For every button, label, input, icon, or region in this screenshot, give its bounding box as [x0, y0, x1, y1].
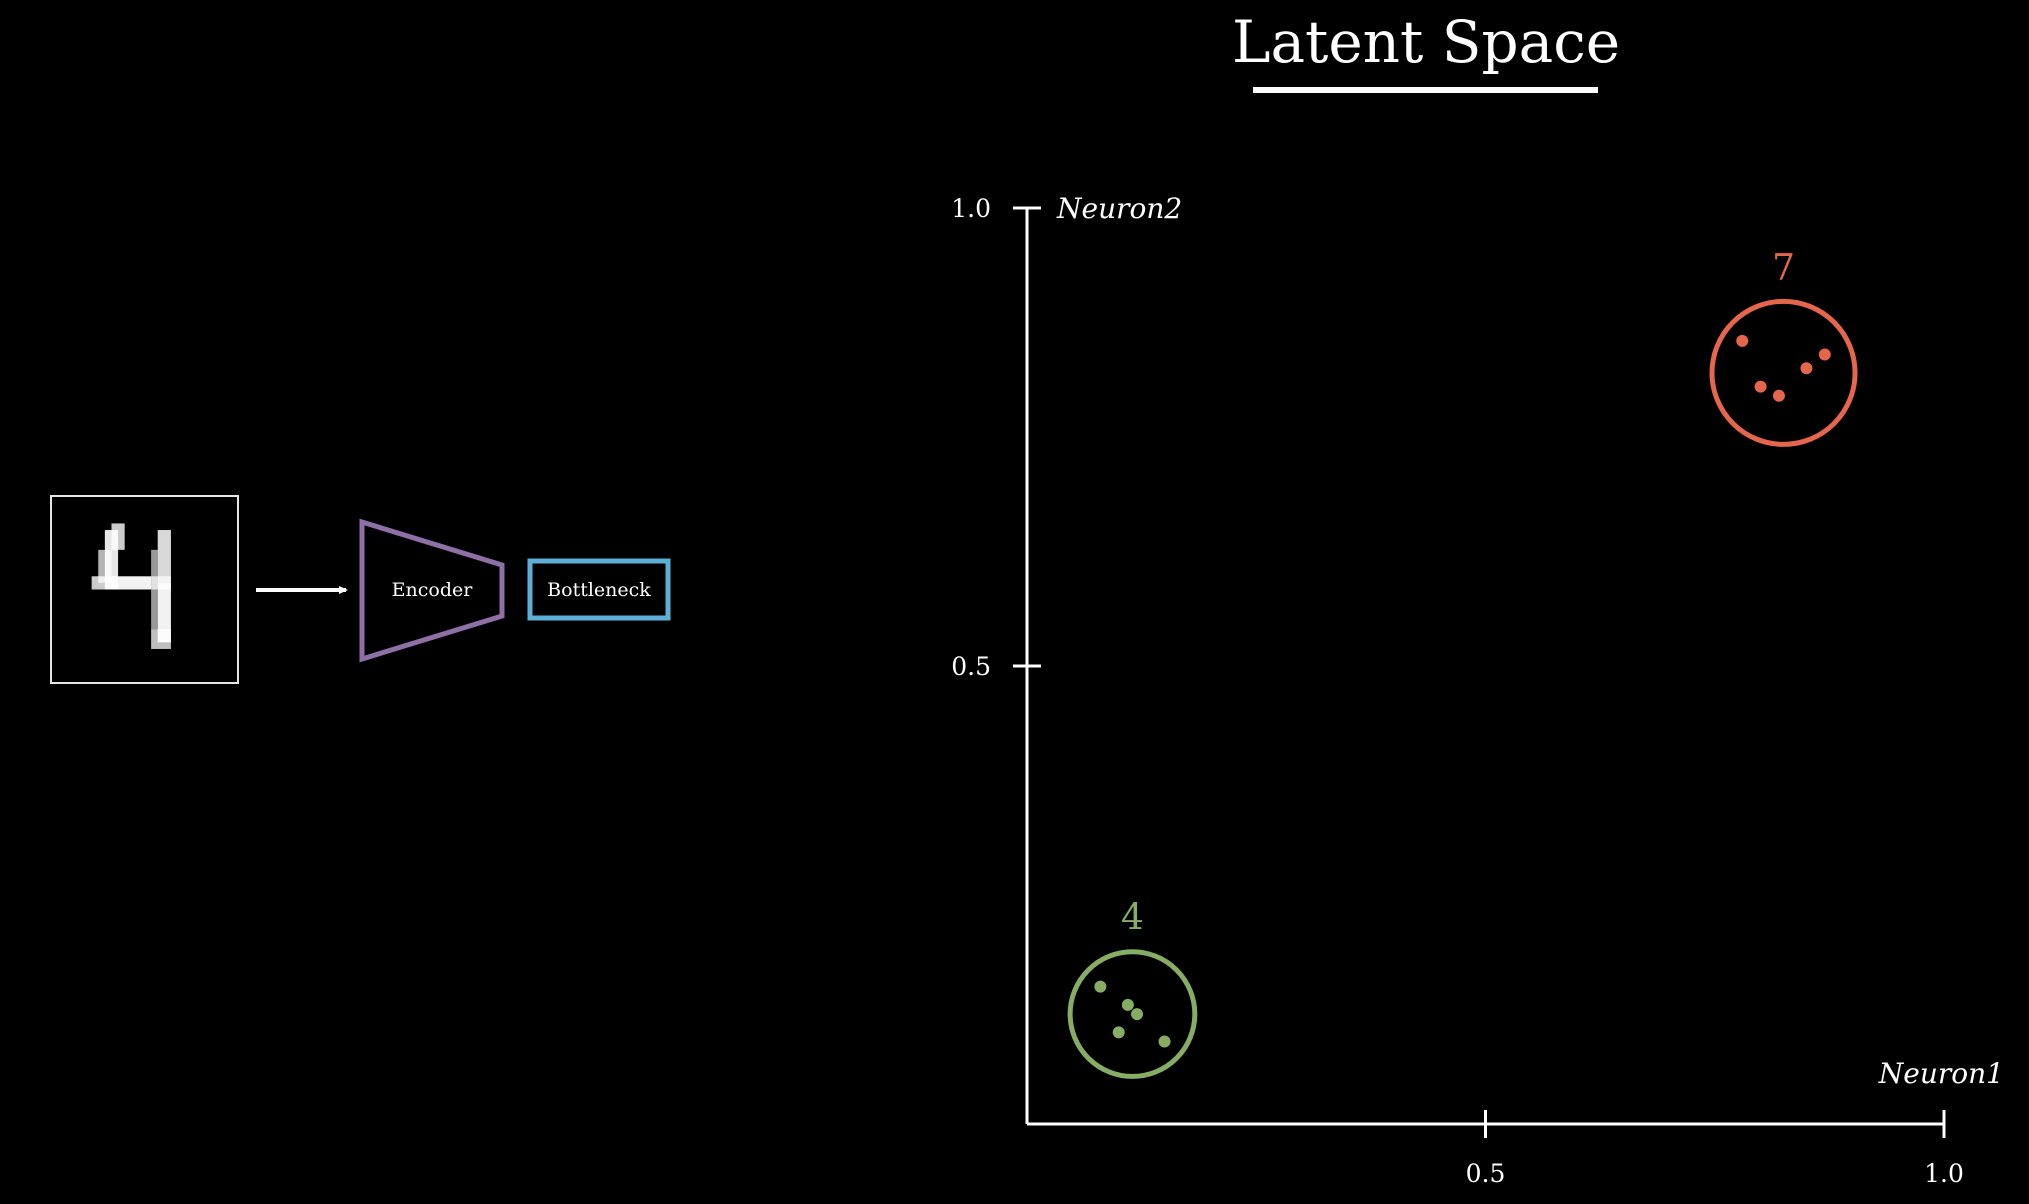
cluster-4-point [1131, 1008, 1144, 1021]
x-axis-label: Neuron1 [1878, 1057, 2004, 1090]
cluster-7-point [1736, 334, 1749, 347]
bottleneck-label: Bottleneck [547, 579, 651, 601]
encoder-block [359, 518, 505, 663]
cluster-7-label: 7 [1772, 247, 1795, 288]
cluster-7-point [1800, 362, 1813, 375]
cluster-7-point [1772, 389, 1785, 402]
cluster-7-ring [1709, 298, 1858, 447]
cluster-4-point [1121, 998, 1134, 1011]
cluster-4-point [1158, 1035, 1171, 1048]
input-digit-image [50, 495, 239, 684]
x-tick-label: 1.0 [1924, 1159, 1964, 1188]
title-underline [1253, 87, 1598, 93]
cluster-4-ring [1067, 949, 1198, 1079]
y-tick-label: 0.5 [951, 652, 991, 681]
cluster-7-point [1818, 348, 1831, 361]
bottleneck-block [527, 558, 671, 621]
digit-4-icon [91, 523, 171, 649]
cluster-4-label: 4 [1121, 898, 1144, 939]
y-axis-label: Neuron2 [1056, 192, 1182, 225]
encoder-label: Encoder [392, 579, 474, 601]
cluster-4-point [1094, 980, 1107, 993]
x-tick-label: 0.5 [1466, 1159, 1506, 1188]
page-title: Latent Space [1232, 8, 1620, 76]
cluster-7-point [1754, 380, 1767, 393]
latent-space-plot: Neuron2 Neuron1 0.5 1.0 0.5 1.0 4 7 [951, 192, 2004, 1188]
y-tick-label: 1.0 [951, 194, 991, 223]
cluster-4-point [1112, 1026, 1125, 1039]
